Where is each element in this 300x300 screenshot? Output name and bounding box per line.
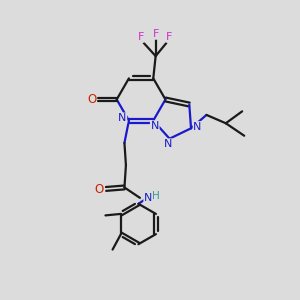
Text: O: O	[95, 183, 104, 196]
Text: N: N	[151, 121, 159, 131]
Text: F: F	[152, 29, 159, 39]
Text: N: N	[194, 122, 202, 132]
Text: F: F	[138, 32, 144, 42]
Text: N: N	[118, 113, 127, 123]
Text: N: N	[144, 193, 152, 202]
Text: F: F	[166, 32, 172, 42]
Text: N: N	[164, 139, 172, 149]
Text: O: O	[87, 93, 96, 106]
Text: H: H	[152, 191, 160, 201]
